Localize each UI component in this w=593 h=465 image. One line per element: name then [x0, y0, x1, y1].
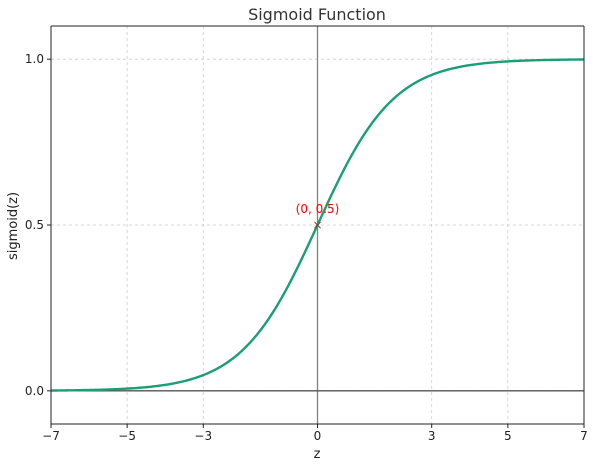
- y-axis-label: sigmoid(z): [6, 192, 21, 260]
- annotation-marker: ×: [312, 218, 322, 232]
- series-layer: [50, 58, 585, 392]
- x-tick-label: −5: [118, 429, 136, 443]
- sigmoid-curve: [50, 58, 585, 392]
- x-tick-label: 5: [504, 429, 512, 443]
- x-tick-label: −7: [42, 429, 60, 443]
- y-tick-label: 1.0: [25, 52, 44, 66]
- axis-ticks: −7 −5 −3 0 3 5 7 0.0 0.5 1.0: [25, 52, 588, 443]
- x-tick-label: 7: [580, 429, 588, 443]
- y-tick-label: 0.5: [25, 218, 44, 232]
- annotations: × (0, 0.5): [296, 202, 340, 232]
- annotation-label: (0, 0.5): [296, 202, 340, 216]
- x-tick-label: 0: [314, 429, 322, 443]
- x-axis-label: z: [314, 447, 321, 462]
- chart-title: Sigmoid Function: [248, 5, 386, 24]
- x-tick-label: −3: [194, 429, 212, 443]
- y-tick-label: 0.0: [25, 384, 44, 398]
- x-tick-label: 3: [428, 429, 436, 443]
